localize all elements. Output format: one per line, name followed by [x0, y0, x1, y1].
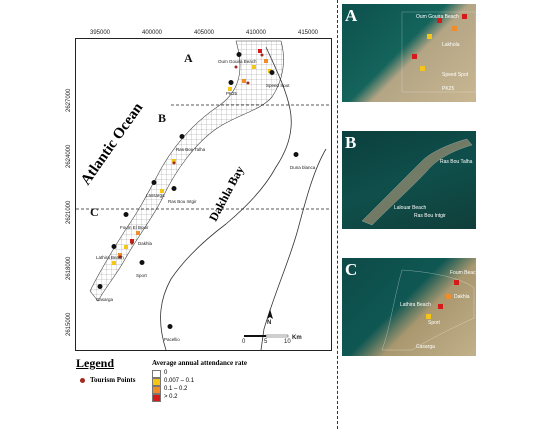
place-pacello: Pacellio: [164, 337, 180, 342]
place-duna-blanca: Duna blanca: [290, 165, 316, 170]
x-tick-3: 405000: [194, 30, 215, 36]
place-sport: Sport: [136, 273, 147, 278]
place-ras-bou-talha: Ras Bou Talha: [176, 147, 206, 152]
grid-zone: [89, 40, 284, 302]
place-lassarga: Lassarga: [146, 193, 165, 198]
pin-icons: [97, 52, 299, 335]
east-coastline: [260, 148, 327, 350]
rate-class-1: 0.007 – 0.1: [164, 378, 195, 384]
place-casarga: Casarga: [96, 297, 114, 302]
inset-c-text-4: Sport: [428, 320, 440, 326]
bay-coastline: [160, 46, 292, 350]
rate-class-3: > 0.2: [164, 394, 178, 400]
scale-unit: Km: [292, 335, 302, 341]
zone-a-label: A: [184, 51, 193, 65]
x-tick-4: 410000: [246, 30, 267, 36]
place-pk25: PK25: [226, 91, 238, 96]
inset-a-text-2: Lakhola: [442, 42, 460, 48]
swatch-3: [152, 394, 161, 402]
x-tick-5: 415000: [298, 30, 319, 36]
inset-b-text-2: Lalouar Beach: [394, 205, 427, 211]
swatch-1: [152, 378, 161, 386]
tourism-point-icon: [80, 378, 85, 383]
inset-b-text-3: Ras Bou Intgir: [414, 213, 446, 219]
zone-b-label: B: [158, 111, 167, 125]
place-speed-spot: Speed Spot: [266, 83, 290, 88]
legend-rate-title: Average annual attendance rate: [152, 359, 247, 367]
place-lathira: Lathira Beach: [96, 255, 124, 260]
swatch-0: [152, 370, 161, 378]
inset-b-text-1: Ras Bou Talha: [440, 159, 473, 165]
inset-c-text-3: Dakhla: [454, 294, 470, 300]
legend-tourism-points: Tourism Points: [90, 376, 136, 384]
scale-0: 0: [242, 339, 246, 345]
swatch-2: [152, 386, 161, 394]
scale-10: 10: [284, 339, 291, 345]
legend-title: Legend: [76, 356, 115, 370]
panel-separator: [337, 0, 338, 429]
inset-c[interactable]: C Foum Beach Lathira Beach Dakhla Sport …: [342, 258, 479, 356]
place-ras-bou-intgir: Ras Bou Intgir: [168, 199, 197, 204]
inset-c-text-5: Casarga: [416, 344, 435, 350]
rate-class-2: 0.1 – 0.2: [164, 386, 188, 392]
main-map[interactable]: [76, 39, 331, 350]
x-tick-2: 400000: [142, 30, 163, 36]
zone-c-label: C: [90, 205, 99, 219]
inset-c-label: C: [345, 260, 358, 279]
place-dakhla: Dakhla: [138, 241, 153, 246]
attendance-cells: [112, 49, 272, 265]
north-arrow-icon: [267, 309, 273, 319]
scale-bar: [244, 334, 289, 338]
scale-5: 5: [264, 339, 268, 345]
inset-a[interactable]: A Oum Gouira Beach Lakhola Speed Spot PK…: [342, 4, 476, 102]
place-oum-gouira: Oum Gouira Beach: [218, 59, 257, 64]
inset-b-label: B: [345, 133, 357, 152]
x-tick-1: 395000: [90, 30, 111, 36]
y-tick-3: 2621000: [66, 200, 72, 224]
inset-c-text-2: Lathira Beach: [400, 302, 431, 308]
rate-class-0: 0: [164, 370, 168, 376]
inset-a-text-1: Oum Gouira Beach: [416, 14, 459, 20]
main-map-frame: Atlantic Ocean Dakhla Bay A B C Oum Goui…: [75, 38, 332, 351]
inset-b[interactable]: B Ras Bou Talha Lalouar Beach Ras Bou In…: [342, 131, 476, 229]
inset-a-text-4: PK25: [442, 86, 455, 92]
y-tick-1: 2627000: [66, 88, 72, 112]
north-label: N: [267, 320, 272, 326]
place-foum: Foum El Bouir: [120, 225, 149, 230]
inset-c-text-1: Foum Beach: [450, 270, 479, 276]
y-tick-2: 2624000: [66, 144, 72, 168]
y-tick-5: 2615000: [66, 312, 72, 336]
inset-a-text-3: Speed Spot: [442, 72, 469, 78]
inset-a-label: A: [345, 6, 358, 25]
tourism-points: [118, 53, 264, 259]
y-tick-4: 2618000: [66, 256, 72, 280]
